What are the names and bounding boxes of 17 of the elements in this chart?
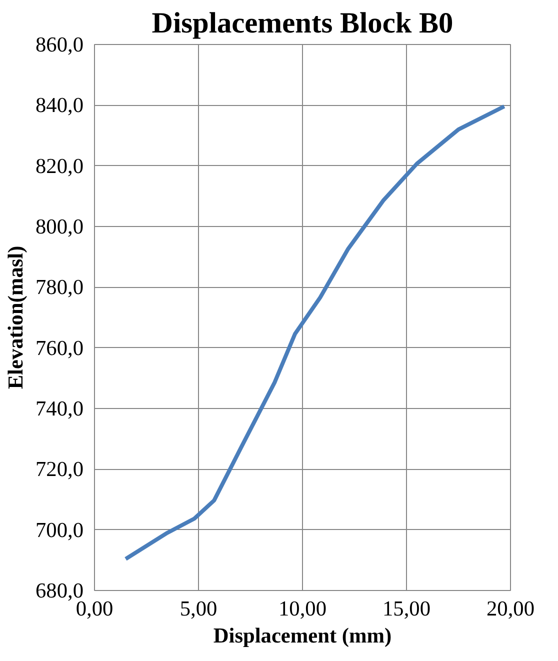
x-tick-label: 15,00 xyxy=(382,596,431,620)
y-tick-label: 820,0 xyxy=(36,154,84,178)
y-tick-label: 840,0 xyxy=(36,93,84,118)
x-axis-title: Displacement (mm) xyxy=(213,624,392,648)
y-tick-label: 700,0 xyxy=(36,518,84,542)
y-tick-label: 760,0 xyxy=(36,336,84,360)
y-tick-label: 720,0 xyxy=(36,457,84,482)
x-tick-label: 5,00 xyxy=(180,596,218,620)
y-tick-label: 740,0 xyxy=(36,396,84,420)
y-axis-title: Elevation(masl) xyxy=(4,246,28,390)
chart-title: Displacements Block B0 xyxy=(152,8,454,40)
y-tick-label: 780,0 xyxy=(36,275,84,300)
y-tick-label: 860,0 xyxy=(36,32,84,56)
x-tick-label: 20,00 xyxy=(486,596,535,620)
y-tick-label: 800,0 xyxy=(36,214,84,238)
line-series xyxy=(124,104,506,561)
x-tick-label: 10,00 xyxy=(278,596,327,620)
